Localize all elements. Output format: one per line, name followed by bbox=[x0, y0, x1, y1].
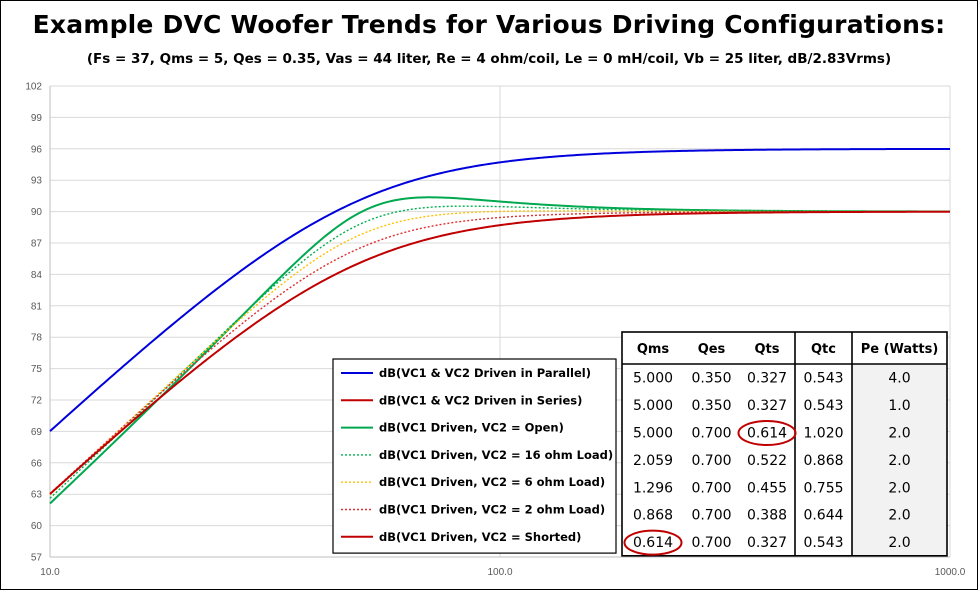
y-tick-label: 81 bbox=[31, 301, 43, 312]
table-cell: 0.700 bbox=[691, 426, 731, 442]
highlight-circle bbox=[737, 420, 797, 446]
table-cell: 2.0 bbox=[888, 480, 910, 496]
table-cell: 0.700 bbox=[691, 453, 731, 469]
table-header-cell: Qes bbox=[698, 342, 726, 357]
table-cell: 0.327 bbox=[747, 398, 787, 414]
table-header-cell: Qms bbox=[637, 342, 670, 357]
legend-entry-label: dB(VC1 Driven, VC2 = Shorted) bbox=[379, 530, 581, 544]
table-cell: 0.522 bbox=[747, 453, 787, 469]
y-tick-label: 87 bbox=[31, 239, 43, 250]
table-cell: 4.0 bbox=[888, 371, 910, 387]
table-cell: 0.644 bbox=[803, 508, 843, 524]
table-cell: 0.614 bbox=[747, 426, 787, 442]
table-cell: 0.388 bbox=[747, 508, 787, 524]
table-border bbox=[621, 331, 948, 557]
table-cell: 0.350 bbox=[691, 371, 731, 387]
legend-entry-label: dB(VC1 Driven, VC2 = 2 ohm Load) bbox=[379, 503, 605, 517]
y-tick-label: 99 bbox=[31, 113, 43, 124]
table-cell: 1.020 bbox=[803, 426, 843, 442]
table-cell: 0.700 bbox=[691, 508, 731, 524]
table-cell: 0.868 bbox=[633, 508, 673, 524]
y-tick-label: 84 bbox=[31, 270, 43, 281]
table-cell: 5.000 bbox=[633, 426, 673, 442]
y-tick-label: 72 bbox=[31, 396, 43, 407]
legend-entry-label: dB(VC1 Driven, VC2 = 16 ohm Load) bbox=[379, 448, 613, 462]
x-tick-label: 100.0 bbox=[487, 567, 512, 578]
y-tick-label: 63 bbox=[31, 490, 43, 501]
table-cell: 0.327 bbox=[747, 535, 787, 551]
table-cell: 2.0 bbox=[888, 426, 910, 442]
y-tick-label: 78 bbox=[31, 333, 43, 344]
table-cell: 0.755 bbox=[803, 480, 843, 496]
y-axis-tick-labels: 57 60 63 66 69 72 75 78 81 84 87 90 93 96 99 102 bbox=[25, 82, 42, 564]
table-cell: 2.0 bbox=[888, 453, 910, 469]
y-tick-label: 96 bbox=[31, 144, 43, 155]
chart-title: Example DVC Woofer Trends for Various Dr… bbox=[32, 10, 946, 39]
table-cell: 2.0 bbox=[888, 535, 910, 551]
chart-subtitle: (Fs = 37, Qms = 5, Qes = 0.35, Vas = 44 … bbox=[86, 51, 892, 67]
legend-box bbox=[332, 358, 617, 554]
series-line-6 bbox=[49, 210, 950, 495]
legend: dB(VC1 & VC2 Driven in Parallel) dB(VC1 &… bbox=[332, 358, 617, 554]
series-lines bbox=[49, 147, 950, 505]
x-axis-tick-labels: 10.0 100.0 1000.0 bbox=[40, 567, 965, 578]
parameter-table: Qms Qes Qts Qtc Pe (Watts) 5.000 0.350 0.327 0.5… bbox=[621, 331, 948, 557]
y-tick-label: 57 bbox=[31, 553, 43, 564]
table-cell: 0.700 bbox=[691, 535, 731, 551]
y-tick-label: 102 bbox=[25, 82, 42, 93]
legend-entry-label: dB(VC1 Driven, VC2 = 6 ohm Load) bbox=[379, 475, 605, 489]
table-header-cell: Qtc bbox=[811, 342, 836, 357]
table-cell: 2.0 bbox=[888, 508, 910, 524]
table-shaded-column bbox=[852, 364, 947, 556]
x-tick-label: 10.0 bbox=[40, 567, 60, 578]
legend-entry-label: dB(VC1 & VC2 Driven in Series) bbox=[379, 393, 582, 407]
y-tick-label: 66 bbox=[31, 458, 43, 469]
table-cell: 0.543 bbox=[803, 371, 843, 387]
highlight-circle bbox=[623, 529, 683, 556]
legend-entry-label: dB(VC1 & VC2 Driven in Parallel) bbox=[379, 366, 591, 380]
table-cell: 0.327 bbox=[747, 371, 787, 387]
table-cell: 5.000 bbox=[633, 398, 673, 414]
series-line-0 bbox=[49, 147, 950, 432]
y-tick-label: 93 bbox=[31, 176, 43, 187]
table-cell: 0.543 bbox=[803, 398, 843, 414]
table-cell: 0.543 bbox=[803, 535, 843, 551]
y-tick-label: 69 bbox=[31, 427, 43, 438]
table-cell: 0.455 bbox=[747, 480, 787, 496]
x-tick-label: 1000.0 bbox=[935, 567, 966, 578]
table-cell: 2.059 bbox=[633, 453, 673, 469]
table-cell: 5.000 bbox=[633, 371, 673, 387]
table-cell: 1.296 bbox=[633, 480, 673, 496]
y-tick-label: 90 bbox=[31, 207, 43, 218]
table-header-cell: Qts bbox=[754, 342, 779, 357]
table-cell: 1.0 bbox=[888, 398, 910, 414]
table-cell: 0.614 bbox=[633, 535, 673, 551]
y-tick-label: 60 bbox=[31, 521, 43, 532]
table-cell: 0.700 bbox=[691, 480, 731, 496]
table-cell: 0.350 bbox=[691, 398, 731, 414]
y-tick-label: 75 bbox=[31, 364, 43, 375]
table-cell: 0.868 bbox=[803, 453, 843, 469]
legend-entry-label: dB(VC1 Driven, VC2 = Open) bbox=[379, 421, 564, 435]
table-header-cell: Pe (Watts) bbox=[861, 342, 939, 357]
